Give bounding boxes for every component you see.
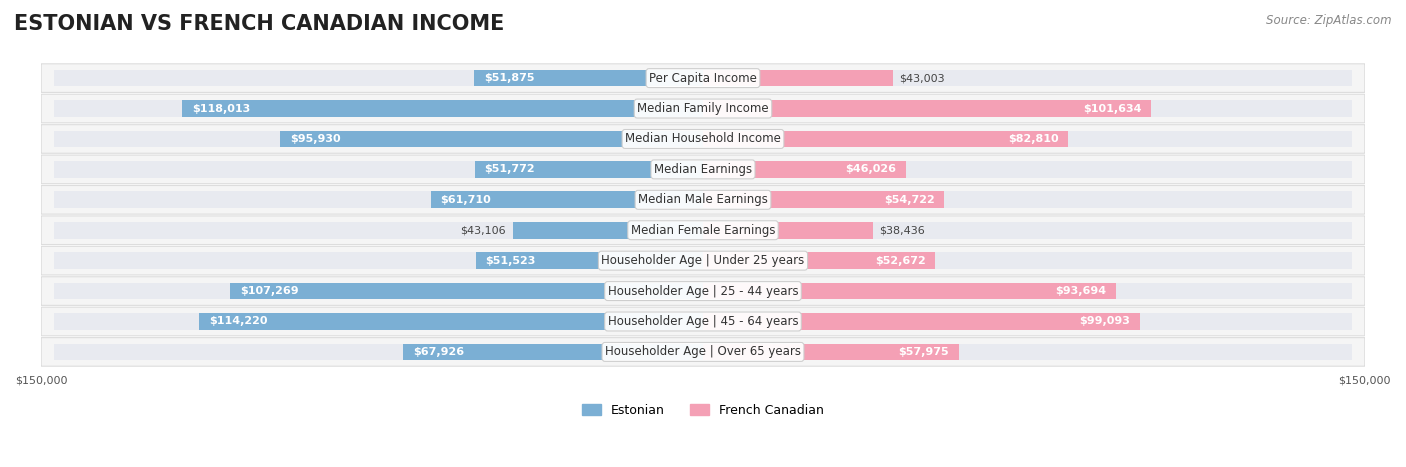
Text: Source: ZipAtlas.com: Source: ZipAtlas.com	[1267, 14, 1392, 27]
Text: $51,523: $51,523	[485, 255, 536, 266]
Bar	[703, 313, 1351, 330]
Bar	[55, 313, 703, 330]
Bar	[475, 252, 703, 269]
Text: $38,436: $38,436	[879, 225, 925, 235]
Text: Median Female Earnings: Median Female Earnings	[631, 224, 775, 237]
Text: $46,026: $46,026	[845, 164, 896, 174]
Bar	[703, 70, 893, 86]
Text: $101,634: $101,634	[1083, 104, 1142, 113]
FancyBboxPatch shape	[41, 94, 1365, 123]
Bar	[55, 252, 703, 269]
Text: $51,875: $51,875	[484, 73, 534, 83]
Text: Median Male Earnings: Median Male Earnings	[638, 193, 768, 206]
Bar	[703, 70, 1351, 86]
Bar	[703, 252, 935, 269]
Text: $43,106: $43,106	[461, 225, 506, 235]
Bar	[703, 283, 1116, 299]
Bar	[703, 100, 1152, 117]
Text: $54,722: $54,722	[884, 195, 935, 205]
Text: $51,772: $51,772	[485, 164, 536, 174]
Bar	[55, 283, 703, 299]
Bar	[703, 161, 905, 178]
Bar	[474, 70, 703, 86]
Text: Householder Age | Over 65 years: Householder Age | Over 65 years	[605, 346, 801, 358]
Bar	[703, 313, 1140, 330]
Bar	[55, 222, 703, 239]
Bar	[703, 131, 1351, 147]
Text: Median Earnings: Median Earnings	[654, 163, 752, 176]
Text: $43,003: $43,003	[900, 73, 945, 83]
Bar	[703, 191, 945, 208]
Bar	[703, 191, 1351, 208]
Text: Householder Age | 25 - 44 years: Householder Age | 25 - 44 years	[607, 284, 799, 297]
Text: $95,930: $95,930	[290, 134, 340, 144]
Text: $82,810: $82,810	[1008, 134, 1059, 144]
Bar	[475, 161, 703, 178]
Bar	[703, 344, 1351, 360]
Bar	[55, 161, 703, 178]
Bar	[703, 283, 1351, 299]
Bar	[280, 131, 703, 147]
Bar	[55, 344, 703, 360]
FancyBboxPatch shape	[41, 307, 1365, 336]
Bar	[703, 131, 1069, 147]
Bar	[703, 222, 1351, 239]
Text: $107,269: $107,269	[239, 286, 298, 296]
Text: Median Family Income: Median Family Income	[637, 102, 769, 115]
FancyBboxPatch shape	[41, 216, 1365, 245]
FancyBboxPatch shape	[41, 155, 1365, 184]
Bar	[703, 344, 959, 360]
FancyBboxPatch shape	[41, 247, 1365, 275]
Bar	[55, 131, 703, 147]
Bar	[55, 100, 703, 117]
Text: ESTONIAN VS FRENCH CANADIAN INCOME: ESTONIAN VS FRENCH CANADIAN INCOME	[14, 14, 505, 34]
Bar	[55, 70, 703, 86]
Text: Median Household Income: Median Household Income	[626, 133, 780, 145]
Text: $57,975: $57,975	[898, 347, 949, 357]
Text: $114,220: $114,220	[209, 317, 267, 326]
Bar	[703, 100, 1351, 117]
Text: $93,694: $93,694	[1056, 286, 1107, 296]
Bar	[200, 313, 703, 330]
Text: Householder Age | 45 - 64 years: Householder Age | 45 - 64 years	[607, 315, 799, 328]
Text: Per Capita Income: Per Capita Income	[650, 71, 756, 85]
Bar	[55, 191, 703, 208]
FancyBboxPatch shape	[41, 64, 1365, 92]
Bar	[703, 252, 1351, 269]
Bar	[430, 191, 703, 208]
Bar	[703, 222, 873, 239]
FancyBboxPatch shape	[41, 125, 1365, 153]
Legend: Estonian, French Canadian: Estonian, French Canadian	[578, 399, 828, 422]
Bar	[404, 344, 703, 360]
FancyBboxPatch shape	[41, 185, 1365, 214]
Text: $61,710: $61,710	[440, 195, 492, 205]
Bar	[229, 283, 703, 299]
Bar	[183, 100, 703, 117]
Text: $52,672: $52,672	[875, 255, 925, 266]
FancyBboxPatch shape	[41, 277, 1365, 305]
Text: $118,013: $118,013	[193, 104, 250, 113]
Text: $99,093: $99,093	[1080, 317, 1130, 326]
Bar	[513, 222, 703, 239]
Text: $67,926: $67,926	[413, 347, 464, 357]
Bar	[703, 161, 1351, 178]
FancyBboxPatch shape	[41, 338, 1365, 366]
Text: Householder Age | Under 25 years: Householder Age | Under 25 years	[602, 254, 804, 267]
